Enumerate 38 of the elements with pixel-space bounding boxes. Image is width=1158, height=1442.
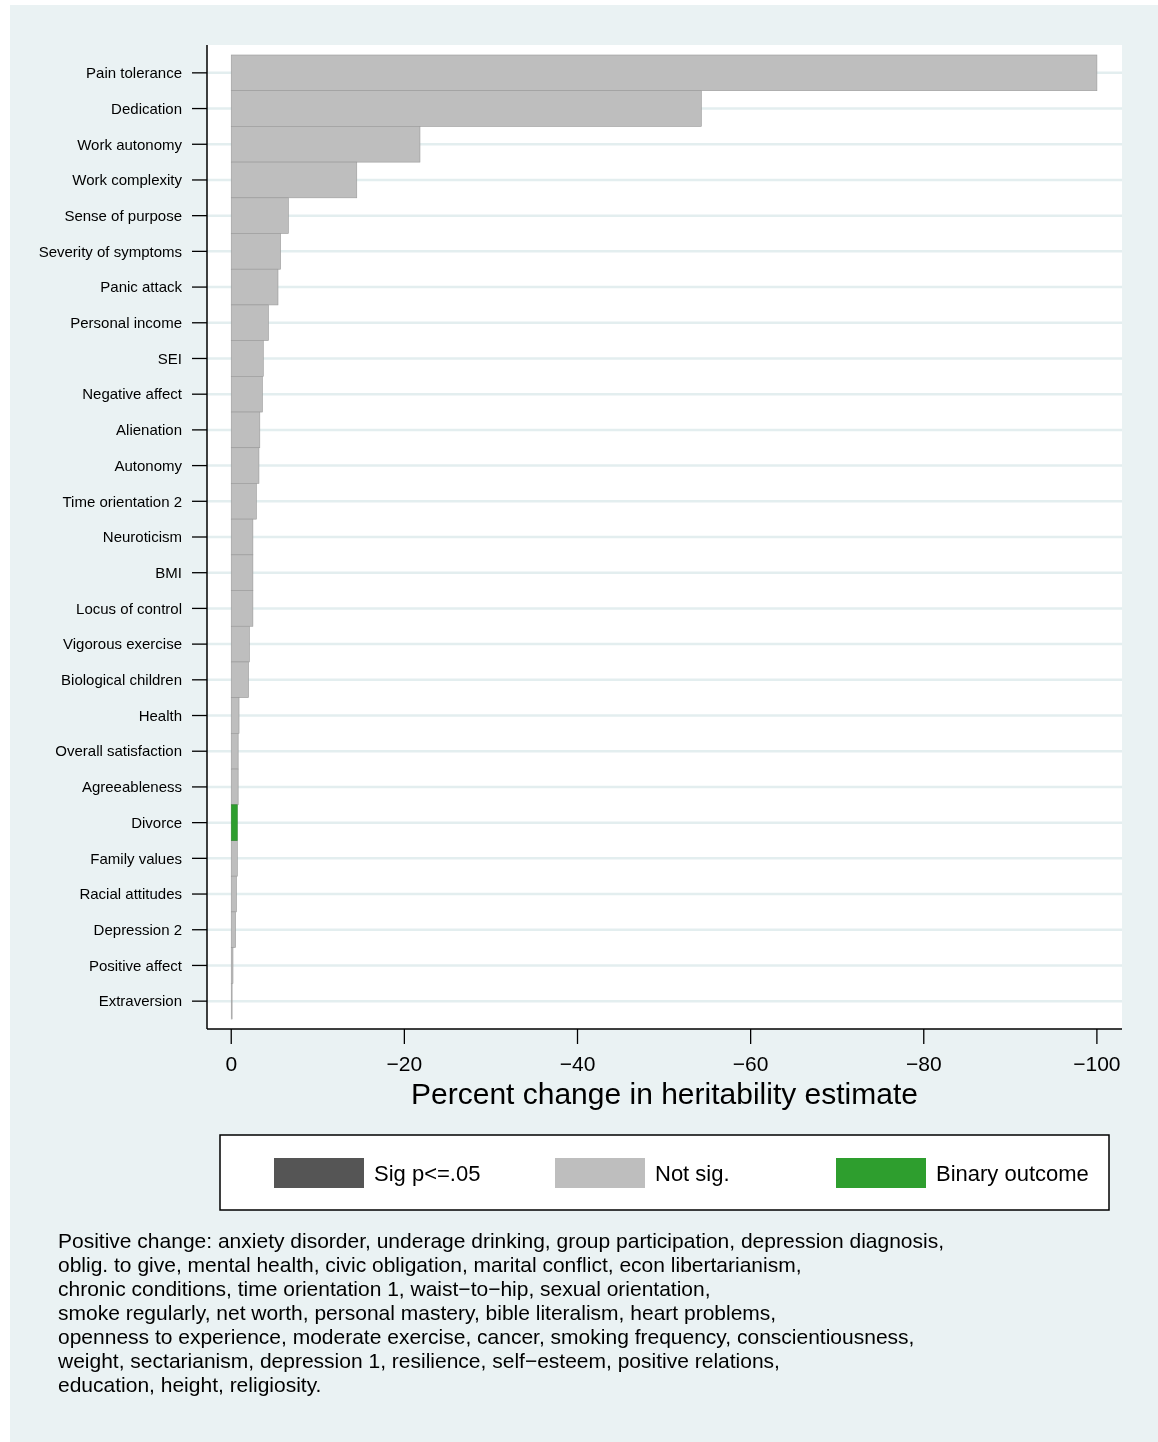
legend-label: Sig p<=.05 bbox=[374, 1160, 481, 1186]
y-tick-label: Panic attack bbox=[100, 278, 183, 296]
y-tick-label: Racial attitudes bbox=[79, 885, 182, 903]
x-tick-label: −100 bbox=[1073, 1052, 1121, 1075]
y-tick-label: Overall satisfaction bbox=[55, 742, 182, 760]
y-tick-label: Pain tolerance bbox=[86, 64, 182, 82]
y-tick-label: Depression 2 bbox=[93, 920, 182, 938]
y-tick-label: SEI bbox=[157, 349, 182, 367]
legend-label: Not sig. bbox=[655, 1160, 730, 1186]
y-tick-label: Biological children bbox=[61, 671, 182, 689]
y-tick-label: Dedication bbox=[111, 99, 182, 117]
y-tick-label: Sense of purpose bbox=[64, 206, 182, 224]
y-tick-label: Work autonomy bbox=[77, 135, 183, 153]
x-tick-label: −60 bbox=[732, 1052, 769, 1075]
x-tick-label: −20 bbox=[386, 1052, 423, 1075]
text: Positive change: anxiety disorder, underage drinking, group participation, depression diagnosis, oblig. to give, mental health, civic obligation, marital conflict, econ libertarianism, chronic conditions, time orientation 1, waist−to−hip, sexual orientation, smoke regularly, net worth, personal mastery, bible literalism, heart problems, openness to experience, moderate exercise, cancer, smoking frequency, conscientiousness, weight, sectarianism, depression 1, resilience, self−esteem, positive relations, education, height, religiosity. bbox=[57, 1229, 945, 1396]
legend-label: Binary outcome bbox=[936, 1160, 1089, 1186]
y-tick-label: Extraversion bbox=[98, 992, 182, 1010]
y-tick-label: Positive affect bbox=[88, 956, 183, 974]
y-tick-label: Severity of symptoms bbox=[38, 242, 182, 260]
y-tick-label: Neuroticism bbox=[102, 528, 182, 546]
y-tick-label: Vigorous exercise bbox=[63, 635, 182, 653]
y-tick-label: Time orientation 2 bbox=[62, 492, 182, 510]
x-tick-label: 0 bbox=[225, 1052, 238, 1075]
x-axis-title: Percent change in heritability estimate bbox=[411, 1077, 918, 1110]
x-tick-label: −80 bbox=[905, 1052, 942, 1075]
y-tick-label: Family values bbox=[90, 849, 182, 867]
y-tick-label: Autonomy bbox=[114, 456, 183, 474]
y-tick-label: Agreeableness bbox=[81, 778, 182, 796]
y-tick-label: Negative affect bbox=[82, 385, 183, 403]
y-tick-label: Locus of control bbox=[76, 599, 182, 617]
x-tick-label: −40 bbox=[559, 1052, 596, 1075]
y-tick-label: Divorce bbox=[131, 813, 182, 831]
y-tick-label: Health bbox=[138, 706, 182, 724]
y-tick-label: BMI bbox=[155, 563, 182, 581]
y-tick-label: Work complexity bbox=[72, 171, 183, 189]
y-tick-label: Personal income bbox=[70, 314, 182, 332]
y-tick-label: Alienation bbox=[116, 421, 182, 439]
